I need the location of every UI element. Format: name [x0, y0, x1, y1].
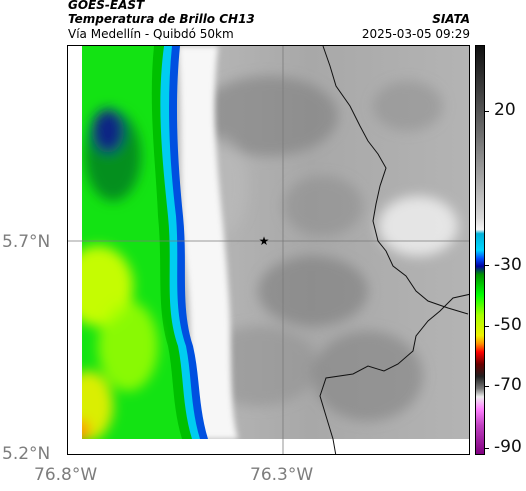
colorbar-label-minus90: -90 — [494, 437, 522, 457]
colorbar-tick — [485, 386, 489, 387]
colorbar-label-minus70: -70 — [494, 375, 522, 395]
colorbar-label-minus50: -50 — [494, 315, 522, 335]
location-label: Vía Medellín - Quibdó 50km — [68, 27, 234, 41]
x-tick-label-76.3: 76.3°W — [250, 465, 314, 485]
colorbar-tick — [485, 265, 489, 266]
y-tick-label-5.2: 5.2°N — [2, 444, 51, 464]
location-marker-icon: ★ — [259, 234, 270, 248]
product-subtitle: Temperatura de Brillo CH13 — [68, 12, 255, 26]
cold-cloud-region — [68, 46, 208, 443]
satellite-map[interactable]: ★ — [67, 45, 470, 455]
colorbar-tick — [485, 326, 489, 327]
department-border — [322, 46, 469, 315]
y-tick-label-5.7: 5.7°N — [2, 232, 51, 252]
satellite-imagery: ★ — [68, 46, 469, 454]
product-title: GOES-EAST — [68, 0, 145, 12]
datetime-label: 2025-03-05 09:29 — [361, 27, 470, 41]
colorbar-tick — [485, 448, 489, 449]
organization-label: SIATA — [432, 12, 470, 26]
warm-edge — [178, 46, 238, 439]
colorbar-tick — [485, 111, 489, 112]
colorbar-label-20: 20 — [494, 100, 516, 120]
colorbar-label-minus30: -30 — [494, 255, 522, 275]
temperature-colorbar — [475, 45, 485, 455]
department-border-south — [319, 293, 469, 454]
grey-texture — [188, 76, 458, 421]
x-tick-label-76.8: 76.8°W — [34, 465, 98, 485]
